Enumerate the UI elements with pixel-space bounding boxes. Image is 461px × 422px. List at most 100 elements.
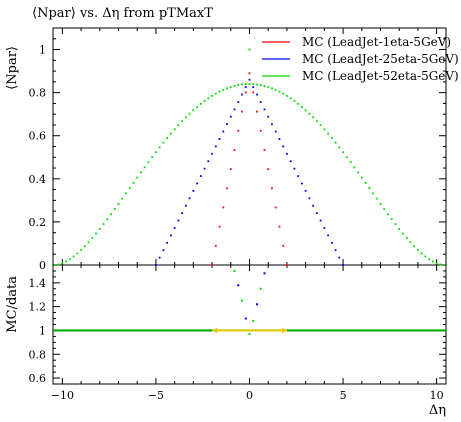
legend: MC (LeadJet-1eta-5GeV) MC (LeadJet-25eta…	[262, 35, 459, 83]
data-point	[357, 171, 359, 174]
data-point	[428, 258, 431, 261]
data-point	[113, 208, 116, 210]
data-point	[125, 192, 127, 195]
data-point	[222, 88, 225, 91]
data-point	[259, 129, 262, 132]
data-point	[252, 83, 255, 86]
ratio-point	[248, 333, 251, 336]
ratio-point	[233, 269, 236, 272]
data-point	[132, 181, 135, 184]
data-point	[342, 264, 344, 266]
data-point	[267, 86, 270, 88]
data-point	[95, 232, 97, 235]
data-point	[330, 241, 333, 244]
data-point	[117, 203, 120, 205]
ratio-point	[244, 317, 247, 320]
main-y-axis-label: ⟨Npar⟩	[5, 46, 20, 90]
x-tick-label: 10	[430, 389, 444, 402]
data-point	[102, 223, 105, 226]
data-point	[170, 234, 172, 237]
data-point	[61, 262, 64, 265]
data-point	[184, 116, 187, 119]
data-point	[364, 181, 367, 184]
data-point	[65, 260, 67, 263]
data-point	[162, 249, 165, 252]
data-point	[263, 108, 266, 111]
data-point	[375, 197, 378, 200]
data-point	[435, 262, 438, 265]
data-point	[259, 101, 262, 103]
data-point	[263, 149, 266, 151]
data-point	[289, 160, 292, 163]
data-point	[218, 138, 221, 140]
data-point	[256, 93, 258, 96]
data-point	[248, 48, 251, 51]
data-point	[147, 161, 150, 164]
data-point	[110, 213, 112, 216]
data-point	[282, 92, 285, 95]
data-point	[439, 263, 442, 266]
data-point	[319, 219, 322, 222]
data-point	[390, 218, 393, 221]
data-point	[286, 264, 288, 266]
data-point	[345, 156, 348, 159]
ratio-point	[237, 284, 240, 287]
data-point	[241, 110, 243, 113]
band-arrow-right	[281, 327, 287, 334]
x-tick-label: 5	[340, 389, 347, 402]
data-point	[121, 197, 124, 200]
data-point	[155, 264, 157, 266]
data-point	[158, 256, 161, 259]
data-point	[184, 204, 187, 207]
data-point	[297, 102, 300, 105]
ratio-point	[263, 272, 266, 275]
data-point	[173, 227, 176, 229]
data-point	[394, 223, 397, 226]
main-series-layer	[53, 48, 446, 266]
data-point	[192, 109, 195, 112]
data-point	[293, 100, 296, 102]
data-point	[241, 93, 243, 96]
data-point	[443, 264, 446, 266]
data-point	[151, 156, 154, 159]
data-point	[424, 255, 427, 258]
x-tick-label: 0	[246, 389, 253, 402]
data-point	[293, 167, 296, 170]
data-point	[173, 128, 176, 131]
data-point	[233, 108, 236, 111]
data-point	[349, 161, 352, 164]
legend-label-3: MC (LeadJet-52eta-5GeV)	[302, 69, 459, 83]
data-point	[248, 78, 251, 81]
data-point	[278, 225, 281, 228]
data-point	[237, 84, 240, 87]
data-point	[226, 87, 228, 90]
data-point	[368, 187, 371, 190]
data-point	[372, 192, 374, 195]
data-point	[181, 212, 184, 215]
main-axis-ticks: 0 0.2 0.4 0.6 0.8 1	[29, 27, 446, 272]
data-point	[289, 97, 292, 100]
data-point	[334, 141, 337, 144]
data-point	[162, 141, 165, 144]
data-point	[323, 227, 326, 229]
ratio-point	[241, 299, 244, 302]
data-point	[398, 228, 401, 230]
data-point	[87, 241, 90, 244]
data-point	[166, 241, 169, 244]
y-tick-label: 1	[39, 44, 46, 57]
data-point	[244, 91, 247, 94]
data-point	[218, 225, 221, 228]
ratio-point	[252, 319, 255, 322]
data-point	[192, 189, 195, 192]
data-point	[229, 168, 232, 171]
data-point	[420, 252, 423, 255]
data-point	[158, 146, 161, 149]
data-point	[207, 160, 210, 163]
data-point	[315, 120, 318, 123]
data-point	[214, 145, 217, 148]
data-point	[181, 120, 184, 123]
y-tick-label: 0.8	[29, 348, 47, 361]
data-point	[409, 241, 412, 244]
data-point	[301, 182, 303, 185]
y-tick-label: 0.2	[29, 216, 47, 229]
